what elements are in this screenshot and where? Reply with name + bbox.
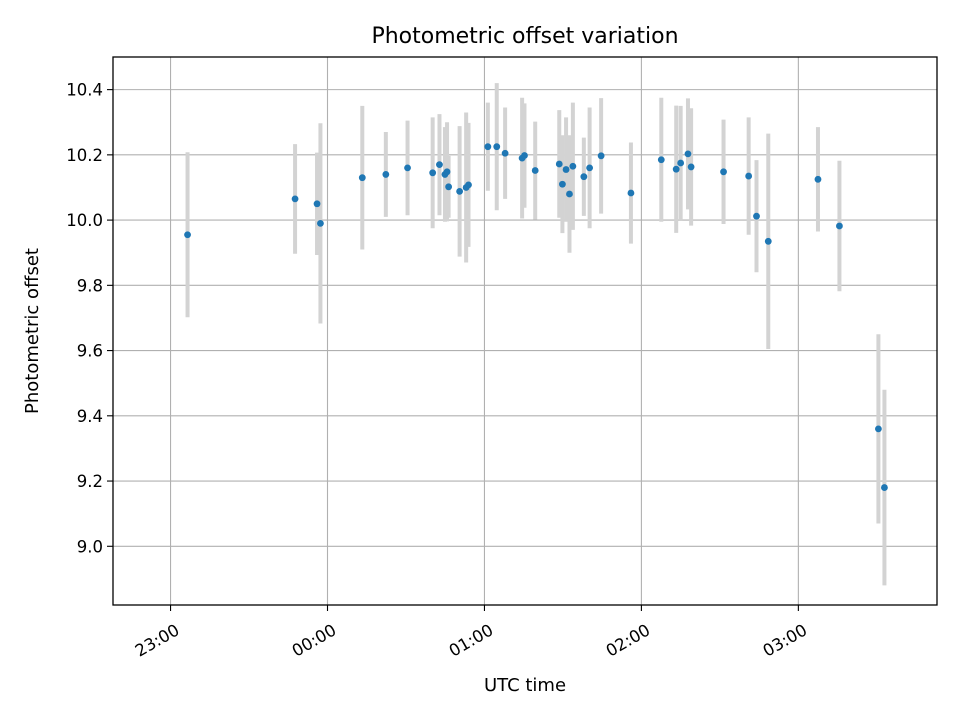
y-axis-label: Photometric offset (22, 248, 43, 414)
y-tick-label: 9.4 (77, 407, 103, 426)
data-point (559, 180, 566, 188)
y-tick-label: 9.0 (77, 537, 103, 556)
data-point (687, 163, 695, 171)
data-point (569, 162, 577, 170)
data-point (586, 164, 594, 172)
data-point (484, 143, 492, 151)
y-tick-label: 10.2 (66, 146, 103, 165)
data-point (291, 195, 299, 203)
data-point (745, 172, 753, 180)
plot-frame (112, 56, 938, 606)
data-point (684, 150, 692, 158)
data-point (521, 152, 528, 159)
data-point (720, 168, 727, 176)
data-point (456, 187, 464, 195)
data-point (580, 173, 588, 181)
x-axis-label: UTC time (484, 675, 566, 696)
data-point (443, 168, 451, 176)
data-point (881, 484, 888, 491)
data-point (764, 237, 772, 245)
grid (113, 57, 937, 605)
y-tick-label: 9.8 (77, 276, 103, 295)
chart-title: Photometric offset variation (371, 24, 678, 49)
y-tick-label: 9.2 (77, 472, 103, 491)
data-point (753, 212, 760, 220)
data-point (875, 425, 882, 433)
data-point (465, 181, 472, 189)
data-point (566, 190, 573, 198)
data-point (562, 166, 570, 173)
data-point (404, 164, 411, 172)
data-point (501, 149, 509, 157)
y-tick-label: 9.6 (77, 342, 103, 361)
y-tick-label: 10.0 (66, 211, 103, 230)
data-point (677, 159, 685, 167)
y-axis: 9.0 9.2 9.4 9.6 9.8 10.0 10.2 10.4 (66, 81, 113, 556)
y-tick-label: 10.4 (66, 81, 103, 100)
data-point (597, 152, 605, 160)
data-point (436, 161, 443, 169)
data-point (531, 167, 539, 174)
data-points (184, 143, 888, 491)
data-point (555, 160, 563, 168)
data-point (445, 183, 453, 191)
data-point (493, 143, 501, 151)
data-point (382, 171, 390, 178)
data-point (836, 222, 843, 230)
data-point (358, 174, 366, 182)
data-point (627, 189, 635, 197)
data-point (672, 165, 680, 173)
data-point (313, 200, 321, 208)
data-point (814, 175, 822, 183)
data-point (317, 219, 324, 227)
data-point (657, 156, 665, 164)
data-point (184, 231, 191, 239)
data-point (429, 169, 437, 177)
